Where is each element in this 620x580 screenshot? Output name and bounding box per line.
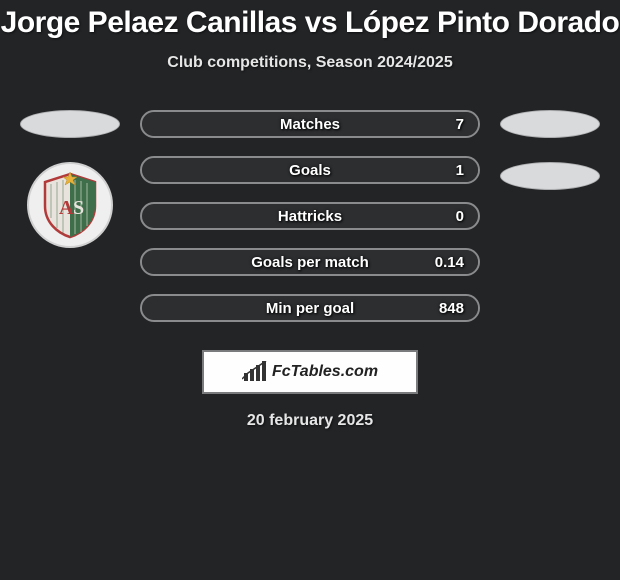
bar-chart-icon (242, 361, 268, 383)
left-column: A S (20, 110, 120, 248)
stat-value: 0.14 (435, 254, 464, 271)
stat-label: Hattricks (142, 208, 478, 225)
stat-value: 1 (456, 162, 464, 179)
stat-bar-min-per-goal: Min per goal 848 (140, 294, 480, 322)
branding-text: FcTables.com (272, 363, 378, 381)
stat-label: Goals (142, 162, 478, 179)
club-badge-left: A S (27, 162, 113, 248)
player-avatar-right (500, 110, 600, 138)
stat-bar-goals: Goals 1 (140, 156, 480, 184)
subtitle: Club competitions, Season 2024/2025 (0, 54, 620, 72)
shield-icon: A S (35, 170, 105, 240)
club-avatar-right (500, 162, 600, 190)
date-line: 20 february 2025 (0, 412, 620, 430)
comparison-card: Jorge Pelaez Canillas vs López Pinto Dor… (0, 0, 620, 430)
stat-label: Min per goal (142, 300, 478, 317)
stat-label: Matches (142, 116, 478, 133)
content-row: A S Matches 7 Goals 1 Hattricks 0 (0, 110, 620, 322)
stat-label: Goals per match (142, 254, 478, 271)
stat-value: 848 (439, 300, 464, 317)
right-column (500, 110, 600, 190)
player-avatar-left (20, 110, 120, 138)
svg-text:S: S (73, 197, 84, 219)
stat-bar-hattricks: Hattricks 0 (140, 202, 480, 230)
stats-column: Matches 7 Goals 1 Hattricks 0 Goals per … (140, 110, 480, 322)
svg-text:A: A (59, 197, 74, 219)
stat-value: 7 (456, 116, 464, 133)
stat-bar-matches: Matches 7 (140, 110, 480, 138)
stat-bar-goals-per-match: Goals per match 0.14 (140, 248, 480, 276)
page-title: Jorge Pelaez Canillas vs López Pinto Dor… (0, 6, 620, 40)
stat-value: 0 (456, 208, 464, 225)
branding-box[interactable]: FcTables.com (202, 350, 418, 394)
